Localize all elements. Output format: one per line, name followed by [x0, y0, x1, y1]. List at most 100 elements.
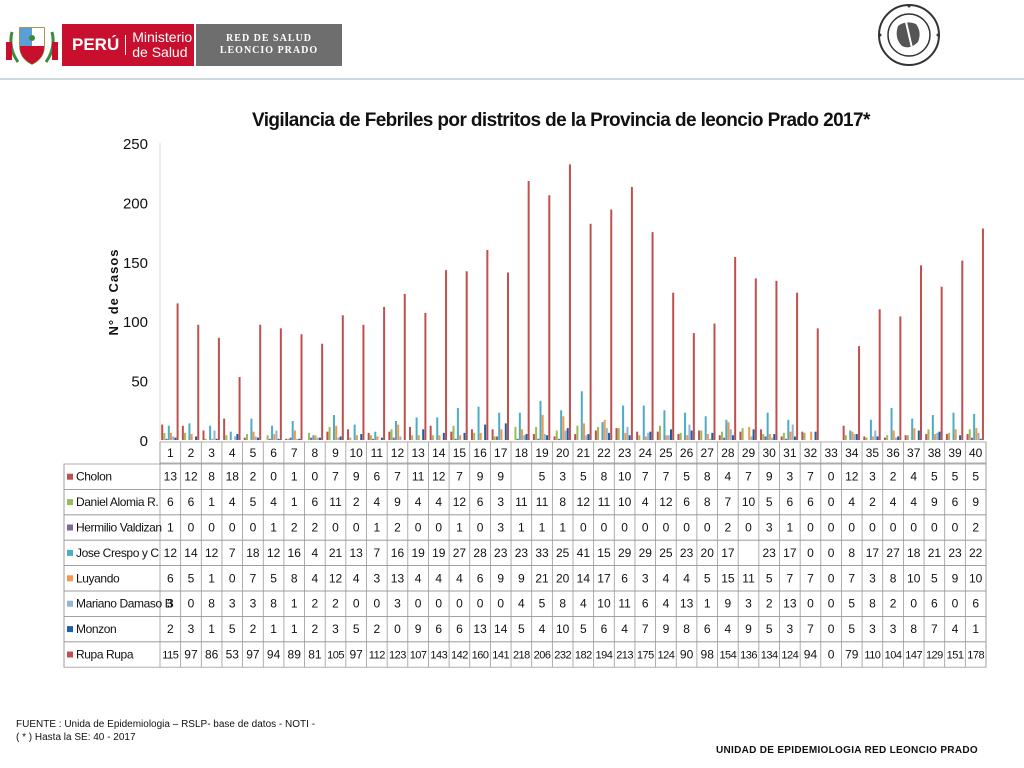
table-cell: 2: [250, 470, 257, 484]
bar: [690, 430, 693, 440]
table-cell: 0: [807, 546, 814, 560]
table-cell: 134: [761, 650, 778, 662]
bar: [553, 436, 556, 440]
table-cell: 10: [618, 495, 632, 509]
table-cell: 6: [477, 495, 484, 509]
bar: [793, 436, 796, 440]
table-cell: 7: [642, 622, 649, 636]
table-cell: 0: [931, 521, 938, 535]
bar: [796, 292, 799, 440]
table-cell: 5: [353, 622, 360, 636]
series-name: Cholon: [76, 470, 112, 484]
table-cell: 5: [539, 597, 546, 611]
table-cell: 9: [394, 495, 401, 509]
table-cell: 5: [250, 495, 257, 509]
table-cell: 23: [494, 546, 508, 560]
bar: [644, 436, 647, 440]
legend-swatch: [67, 473, 73, 480]
bar: [936, 432, 939, 440]
category-label: 2: [188, 446, 195, 460]
bar: [539, 400, 542, 440]
bar: [161, 424, 164, 440]
table-cell: 9: [766, 470, 773, 484]
table-cell: 0: [332, 521, 339, 535]
bar: [215, 438, 218, 440]
bar: [436, 417, 439, 440]
table-cell: 9: [663, 622, 670, 636]
table-cell: 79: [845, 648, 859, 662]
table-cell: 9: [353, 470, 360, 484]
bar: [622, 405, 625, 440]
bar: [535, 426, 538, 440]
table-cell: 2: [167, 622, 174, 636]
bar: [748, 426, 751, 440]
category-label: 33: [824, 446, 838, 460]
table-cell: 12: [267, 546, 281, 560]
bar: [663, 410, 666, 440]
legend-swatch: [67, 600, 73, 607]
bar: [456, 407, 459, 440]
bar: [741, 428, 744, 440]
table-cell: 142: [451, 650, 468, 662]
bar: [638, 435, 641, 440]
bar: [904, 435, 907, 440]
bar: [975, 428, 978, 440]
table-cell: 8: [704, 470, 711, 484]
table-cell: 4: [415, 495, 422, 509]
bar: [289, 437, 292, 440]
table-cell: 0: [250, 521, 257, 535]
bar: [353, 424, 356, 440]
table-cell: 4: [312, 546, 319, 560]
bar: [213, 430, 216, 440]
bar: [546, 435, 549, 440]
cutoff-line: ( * ) Hasta la SE: 40 - 2017: [16, 732, 136, 743]
table-cell: 9: [725, 597, 732, 611]
bar: [326, 431, 329, 440]
bar: [601, 422, 604, 440]
category-label: 38: [928, 446, 942, 460]
bar: [195, 436, 198, 440]
bar: [603, 419, 606, 440]
bar: [677, 434, 680, 440]
bar: [842, 425, 845, 440]
table-cell: 0: [828, 470, 835, 484]
table-cell: 4: [642, 495, 649, 509]
category-label: 36: [886, 446, 900, 460]
bar: [403, 293, 406, 440]
table-cell: 6: [931, 597, 938, 611]
table-cell: 178: [967, 650, 984, 662]
table-cell: 5: [270, 571, 277, 585]
table-cell: 0: [828, 495, 835, 509]
y-tick-label: 100: [123, 314, 148, 331]
table-cell: 9: [931, 495, 938, 509]
table-cell: 5: [518, 622, 525, 636]
bar: [484, 424, 487, 440]
category-label: 39: [948, 446, 962, 460]
table-cell: 0: [394, 622, 401, 636]
table-cell: 2: [332, 597, 339, 611]
bar: [672, 292, 675, 440]
category-label: 8: [312, 446, 319, 460]
table-cell: 12: [164, 546, 178, 560]
bar: [223, 418, 226, 440]
bar: [548, 195, 551, 440]
table-cell: 4: [848, 495, 855, 509]
table-cell: 8: [890, 571, 897, 585]
table-cell: 1: [786, 521, 793, 535]
bar: [874, 430, 877, 440]
table-cell: 10: [597, 597, 611, 611]
table-cell: 6: [456, 622, 463, 636]
bar: [442, 432, 445, 440]
table-cell: 1: [291, 470, 298, 484]
table-cell: 94: [804, 648, 818, 662]
table-cell: 10: [742, 495, 756, 509]
table-cell: 29: [639, 546, 653, 560]
y-axis-label: N° de Casos: [106, 248, 121, 335]
table-cell: 23: [515, 546, 529, 560]
table-cell: 4: [518, 597, 525, 611]
table-cell: 4: [312, 571, 319, 585]
y-tick-label: 150: [123, 255, 148, 272]
table-cell: 33: [535, 546, 549, 560]
bar: [560, 410, 563, 440]
